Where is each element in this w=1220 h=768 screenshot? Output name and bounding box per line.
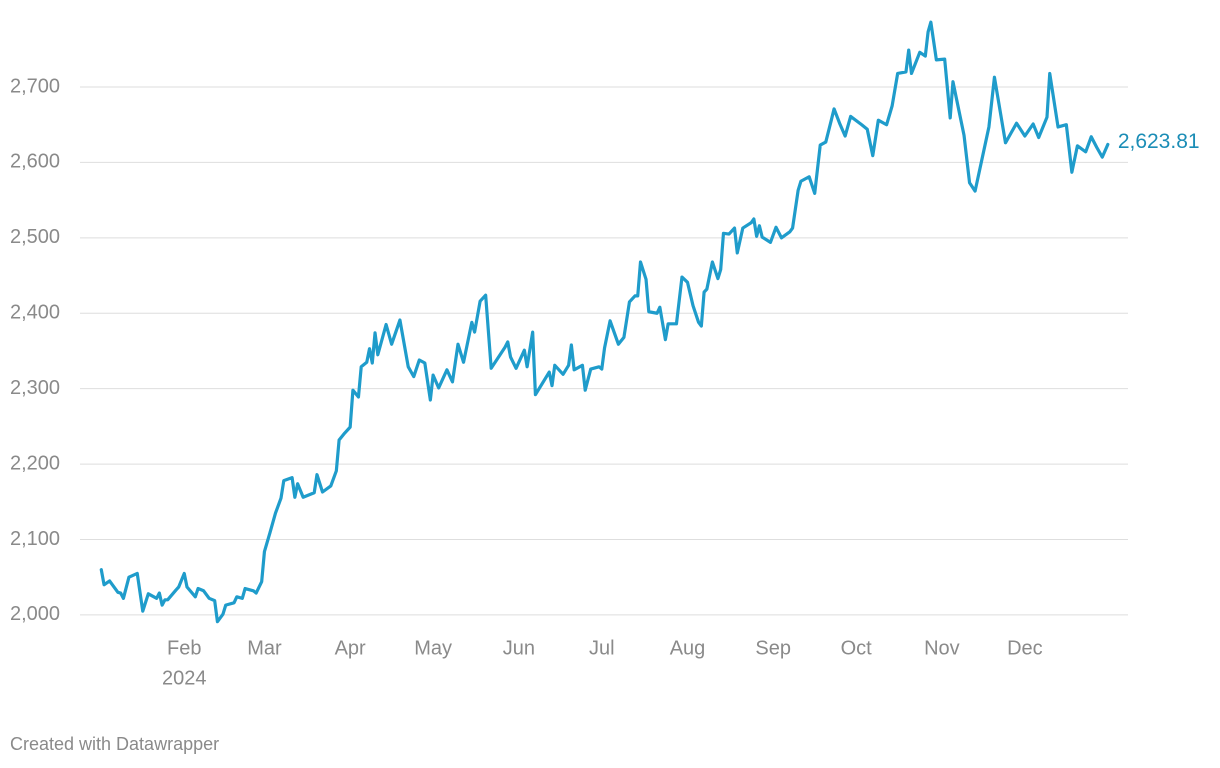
line — [99, 20, 1110, 624]
x-tick-label: Nov — [924, 637, 960, 659]
x-tick-label: May — [414, 637, 452, 659]
end-label: 2,623.81 — [1118, 130, 1200, 153]
y-tick-label: 2,100 — [10, 528, 60, 550]
y-tick-label: 2,400 — [10, 302, 60, 324]
x-tick-label: Mar — [247, 637, 282, 659]
x-year-label: 2024 — [162, 667, 207, 689]
y-tick-label: 2,600 — [10, 151, 60, 173]
x-tick-label: Oct — [841, 637, 873, 659]
y-tick-label: 2,300 — [10, 377, 60, 399]
x-tick-label: Sep — [755, 637, 791, 659]
x-tick-label: Jun — [503, 637, 535, 659]
x-tick-label: Apr — [335, 637, 366, 659]
x-tick-label: Jul — [589, 637, 615, 659]
y-tick-label: 2,500 — [10, 226, 60, 248]
y-tick-label: 2,000 — [10, 603, 60, 625]
y-tick-label: 2,200 — [10, 452, 60, 474]
y-tick-label: 2,700 — [10, 75, 60, 97]
x-tick-label: Feb — [167, 637, 201, 659]
footer: Created with Datawrapper — [10, 734, 219, 754]
x-tick-label: Aug — [670, 637, 706, 659]
x-tick-label: Dec — [1007, 637, 1043, 659]
